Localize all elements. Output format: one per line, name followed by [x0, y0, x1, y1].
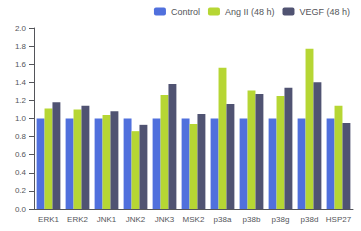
svg-text:p38a: p38a — [214, 215, 232, 224]
svg-text:p38d: p38d — [301, 215, 319, 224]
svg-text:0.4: 0.4 — [15, 168, 27, 177]
svg-text:JNK1: JNK1 — [97, 215, 117, 224]
svg-text:MSK2: MSK2 — [183, 215, 205, 224]
svg-text:p38b: p38b — [243, 215, 261, 224]
svg-text:JNK2: JNK2 — [126, 215, 146, 224]
svg-text:2.0: 2.0 — [15, 24, 27, 33]
svg-text:Control: Control — [171, 7, 200, 17]
svg-text:1.4: 1.4 — [15, 78, 27, 87]
svg-text:ERK1: ERK1 — [38, 215, 59, 224]
svg-text:ERK2: ERK2 — [67, 215, 88, 224]
svg-text:1.2: 1.2 — [15, 96, 27, 105]
svg-text:0.2: 0.2 — [15, 186, 27, 195]
svg-text:1.8: 1.8 — [15, 42, 27, 51]
svg-text:0.6: 0.6 — [15, 150, 27, 159]
svg-text:Ang II (48 h): Ang II (48 h) — [225, 7, 275, 17]
svg-text:0.0: 0.0 — [15, 205, 27, 214]
svg-text:1.0: 1.0 — [15, 114, 27, 123]
svg-text:1.6: 1.6 — [15, 60, 27, 69]
svg-text:p38g: p38g — [272, 215, 290, 224]
svg-text:HSP27: HSP27 — [326, 215, 352, 224]
svg-text:VEGF (48 h): VEGF (48 h) — [299, 7, 350, 17]
svg-text:JNK3: JNK3 — [155, 215, 175, 224]
svg-text:0.8: 0.8 — [15, 132, 27, 141]
